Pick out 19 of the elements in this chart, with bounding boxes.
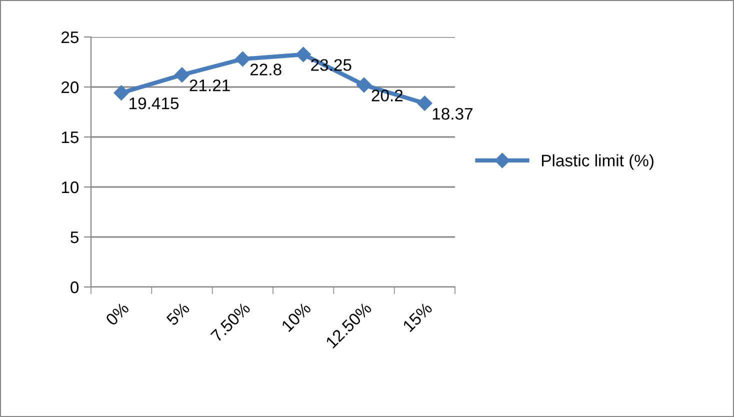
point [235,51,250,67]
point [417,96,432,111]
point [356,77,372,93]
point [296,46,311,62]
x-tick-label: 0% [105,302,130,326]
point [174,67,190,82]
y-tick-label: 10 [62,181,79,194]
data-label: 21.21 [190,80,230,92]
y-tick-label: 0 [70,281,79,294]
data-label: 18.37 [432,108,472,120]
y-tick-label: 20 [61,81,79,94]
point [114,85,129,100]
data-label: 22.8 [250,64,282,76]
y-tick-label: 25 [61,31,78,44]
data-label: 19.415 [130,97,179,110]
y-tick-label: 5 [70,232,78,244]
x-tick-label: 5% [166,302,190,326]
y-tick-label: 15 [62,132,78,144]
legend-label: Plastic limit (%) [542,154,654,170]
